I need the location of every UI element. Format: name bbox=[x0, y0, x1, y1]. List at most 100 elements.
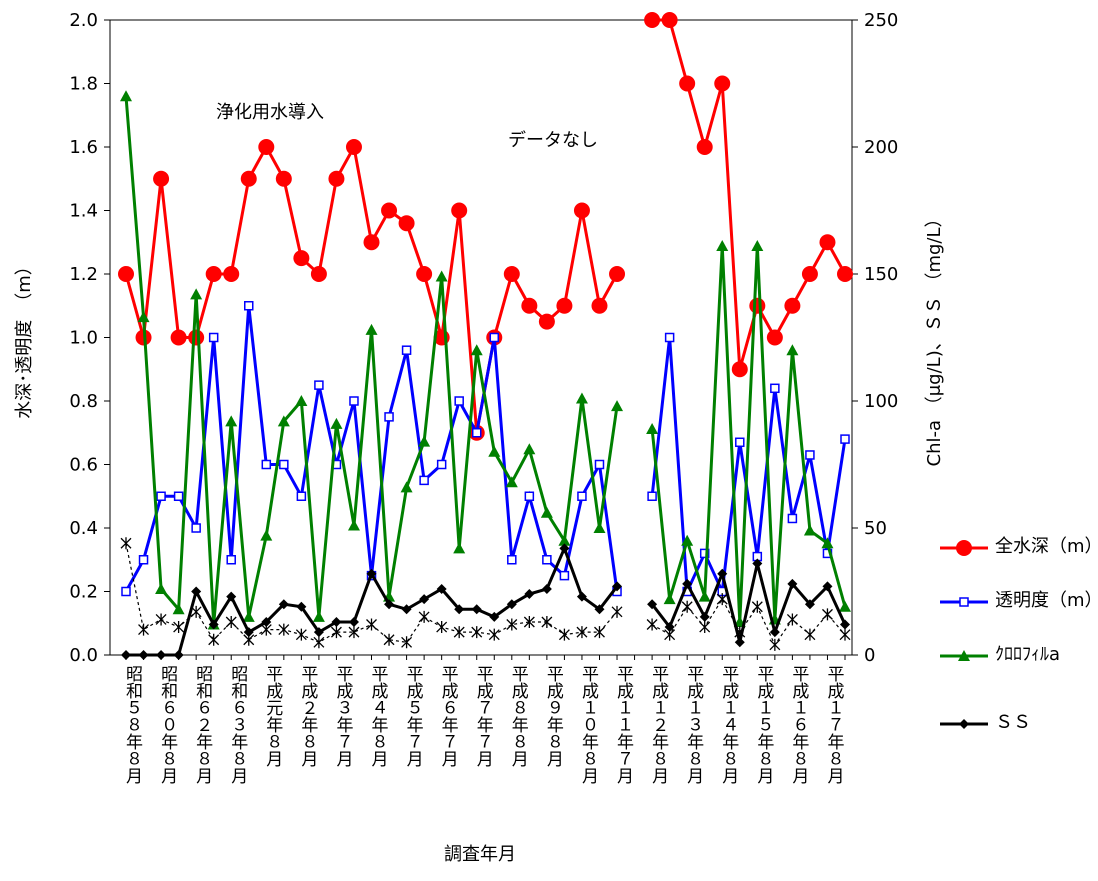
y2-tick-label: 100 bbox=[864, 391, 898, 412]
point bbox=[840, 619, 850, 630]
point bbox=[363, 234, 380, 251]
point bbox=[804, 628, 816, 641]
y-axis-label: 水深･透明度 （m） bbox=[14, 257, 35, 419]
point bbox=[190, 288, 203, 300]
point bbox=[156, 650, 167, 660]
point bbox=[769, 627, 780, 638]
point bbox=[349, 396, 359, 406]
y-tick-label: 1.8 bbox=[69, 74, 98, 95]
point bbox=[716, 593, 728, 606]
point bbox=[821, 537, 834, 549]
point bbox=[418, 610, 430, 623]
point bbox=[556, 297, 573, 314]
point bbox=[453, 626, 465, 639]
point bbox=[524, 491, 535, 501]
point bbox=[173, 650, 184, 660]
point bbox=[366, 568, 377, 579]
point bbox=[837, 266, 853, 282]
point bbox=[260, 529, 273, 541]
point bbox=[296, 491, 307, 501]
point bbox=[365, 323, 378, 335]
point bbox=[751, 240, 764, 252]
x-axis-label: 調査年月 bbox=[444, 844, 516, 865]
point bbox=[121, 586, 131, 597]
x-tick-label: 平成１４年８月 bbox=[718, 665, 739, 784]
legend-label: 透明度（m） bbox=[995, 590, 1098, 611]
point bbox=[295, 628, 307, 641]
x-tick-label: 平成元年８月 bbox=[262, 665, 283, 767]
point bbox=[612, 581, 623, 592]
point bbox=[507, 555, 517, 565]
x-tick-label: 昭和６２年８月 bbox=[192, 665, 213, 784]
point bbox=[400, 481, 413, 493]
point bbox=[331, 616, 342, 627]
point bbox=[839, 628, 851, 641]
point bbox=[647, 599, 658, 610]
x-tick-label: 昭和６３年８月 bbox=[227, 665, 248, 784]
point bbox=[419, 594, 430, 605]
point bbox=[956, 540, 972, 556]
point bbox=[647, 491, 657, 501]
point bbox=[330, 626, 342, 639]
point bbox=[609, 266, 626, 282]
point bbox=[172, 603, 185, 615]
point bbox=[138, 650, 149, 660]
point bbox=[523, 615, 535, 628]
point bbox=[611, 605, 623, 618]
point bbox=[243, 627, 254, 638]
point bbox=[401, 604, 412, 615]
x-tick-label: 平成１１年７月 bbox=[613, 665, 634, 784]
point bbox=[279, 459, 289, 470]
point bbox=[558, 534, 571, 546]
point bbox=[576, 591, 587, 602]
point bbox=[664, 332, 675, 343]
point bbox=[731, 361, 748, 378]
point bbox=[698, 590, 711, 602]
point bbox=[436, 583, 447, 594]
point bbox=[138, 623, 149, 636]
point bbox=[822, 608, 833, 621]
point bbox=[454, 604, 465, 615]
y-tick-label: 0.4 bbox=[69, 518, 98, 539]
point bbox=[208, 332, 219, 343]
point bbox=[751, 600, 763, 613]
point bbox=[293, 250, 310, 267]
point bbox=[416, 266, 433, 282]
point bbox=[313, 627, 324, 638]
legend-label: 全水深（m） bbox=[995, 536, 1098, 557]
point bbox=[173, 621, 185, 634]
point bbox=[699, 548, 710, 559]
point bbox=[594, 604, 605, 615]
point bbox=[542, 555, 552, 565]
point bbox=[278, 599, 289, 610]
point bbox=[716, 240, 729, 252]
legend-label: ＳＳ bbox=[995, 712, 1031, 733]
point bbox=[784, 297, 801, 314]
point bbox=[749, 297, 766, 314]
point bbox=[418, 435, 431, 447]
point bbox=[295, 395, 308, 406]
x-tick-label: 平成１２年８月 bbox=[648, 665, 669, 784]
point bbox=[120, 90, 132, 102]
point bbox=[173, 491, 184, 501]
point bbox=[594, 626, 605, 639]
point bbox=[524, 589, 535, 600]
y2-tick-label: 200 bbox=[864, 137, 898, 158]
x-tick-label: 平成１７年８月 bbox=[823, 665, 844, 784]
point bbox=[345, 139, 362, 155]
point bbox=[521, 297, 538, 314]
x-tick-label: 平成９年８月 bbox=[543, 665, 564, 767]
point bbox=[679, 75, 696, 92]
y2-tick-label: 50 bbox=[864, 518, 887, 539]
point bbox=[734, 637, 745, 648]
point bbox=[717, 568, 728, 579]
point bbox=[225, 415, 238, 427]
point bbox=[696, 139, 713, 155]
point bbox=[208, 633, 220, 646]
y2-tick-label: 150 bbox=[864, 264, 898, 285]
point bbox=[453, 542, 466, 554]
y-tick-label: 0.6 bbox=[69, 455, 98, 476]
point bbox=[488, 628, 500, 641]
point bbox=[312, 610, 325, 622]
x-tick-label: 平成６年７月 bbox=[438, 665, 459, 767]
